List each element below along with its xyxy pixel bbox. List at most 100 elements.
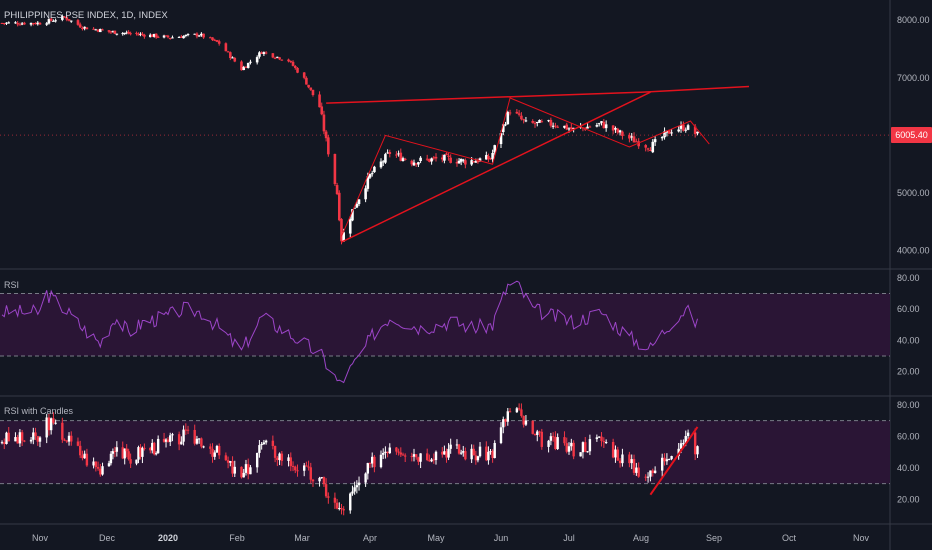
rsi-candle <box>333 497 337 503</box>
rsi-candle <box>45 417 48 438</box>
price-candle <box>177 36 181 38</box>
price-candle <box>182 35 185 39</box>
price-candle <box>335 185 339 195</box>
rsi-candle <box>151 442 154 451</box>
rsi-candle <box>502 419 505 428</box>
rsi-candle <box>273 445 277 458</box>
trendline-annotation[interactable] <box>326 91 642 104</box>
rsi-candle <box>434 451 438 461</box>
rsi-candle <box>249 467 252 475</box>
rsi-candle <box>271 440 275 446</box>
rsi-line <box>1 280 698 384</box>
rsi-candle <box>115 447 119 452</box>
rsi-tick-label: 80.00 <box>897 273 920 283</box>
price-candle <box>531 121 535 123</box>
price-candle <box>476 159 480 163</box>
price-candle <box>449 157 452 163</box>
rsi-candle <box>663 457 666 462</box>
rsi-candle <box>255 452 259 468</box>
price-candle <box>255 57 259 63</box>
swing-path-annotation[interactable] <box>341 97 710 237</box>
x-tick-label: Jul <box>563 533 575 543</box>
rsi-candle <box>412 454 416 457</box>
rsi-trendline-annotation[interactable] <box>649 426 699 496</box>
rsi-tick-label: 60.00 <box>897 304 920 314</box>
rsi-candle <box>85 453 89 466</box>
rsi-candle <box>455 444 459 446</box>
price-candle <box>381 161 385 163</box>
price-candle <box>611 125 615 131</box>
rsi-candle <box>294 466 297 471</box>
rsi-candle <box>371 456 374 464</box>
price-candle <box>123 32 127 34</box>
rsi-candle <box>153 442 156 455</box>
rsi-candle <box>349 493 352 511</box>
price-candle <box>186 34 190 36</box>
price-candle <box>464 160 467 165</box>
rsi-candle <box>309 467 312 480</box>
price-candle <box>208 37 212 39</box>
price-candle <box>2 23 6 25</box>
rsi-candle <box>49 418 53 431</box>
rsi-candle <box>572 442 575 457</box>
price-candle <box>113 30 117 34</box>
price-candle <box>485 155 488 160</box>
rsi-candle <box>94 461 98 467</box>
price-candle <box>20 23 24 25</box>
rsi-candle <box>139 447 142 457</box>
price-candle <box>322 114 326 132</box>
price-candles <box>0 14 890 245</box>
price-candle <box>271 53 275 58</box>
price-candle <box>193 33 197 35</box>
rsi-candle <box>20 432 24 441</box>
price-candle <box>432 157 436 159</box>
price-candle <box>491 152 494 160</box>
rsi-candle <box>143 447 146 449</box>
price-candle <box>52 20 55 22</box>
rsi-candle <box>180 441 183 445</box>
price-candle <box>36 22 40 25</box>
price-candle <box>342 232 345 242</box>
rsi-candle <box>0 442 4 444</box>
price-candle <box>572 127 575 129</box>
price-candle <box>7 22 11 24</box>
price-candle <box>32 23 35 25</box>
price-candle <box>202 33 205 38</box>
rsi-candle <box>602 441 606 443</box>
rsi-candle <box>536 431 539 435</box>
price-candle <box>618 130 622 133</box>
rsi-candle <box>52 418 55 423</box>
rsi-candle <box>478 446 482 457</box>
rsi-candle <box>224 455 228 461</box>
rsi-candle <box>515 408 519 413</box>
price-candle <box>506 111 510 125</box>
price-candle <box>99 28 102 33</box>
rsi-candle <box>531 420 534 434</box>
price-candle <box>414 163 418 165</box>
rsi-candle <box>96 466 100 469</box>
rsi-candle <box>324 484 328 497</box>
price-candle <box>29 22 33 25</box>
trendline-annotation[interactable] <box>640 85 750 93</box>
rsi-candle <box>166 439 170 442</box>
rsi-candle <box>184 429 188 431</box>
rsi-candle <box>651 470 654 473</box>
rsi-candle <box>579 452 582 457</box>
rsi-candle <box>522 415 525 425</box>
rsi-candle <box>327 496 330 498</box>
price-candle <box>302 72 306 78</box>
x-tick-label: Feb <box>229 533 245 543</box>
price-candle <box>215 40 219 42</box>
price-candle <box>92 28 95 30</box>
price-candle <box>524 120 528 122</box>
price-candle <box>200 33 203 36</box>
price-candle <box>337 192 341 221</box>
rsi-candle <box>5 432 8 444</box>
price-candle <box>150 34 154 37</box>
rsi-candle <box>129 459 132 464</box>
rsi-candle <box>137 447 140 460</box>
price-candle <box>670 132 673 134</box>
trendline-annotation[interactable] <box>341 91 651 243</box>
rsi-candle <box>302 465 306 471</box>
